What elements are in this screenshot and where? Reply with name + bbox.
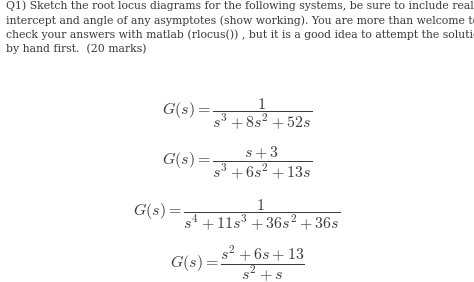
- Text: $G(s) = \dfrac{1}{s^4 + 11s^3 + 36s^2 + 36s}$: $G(s) = \dfrac{1}{s^4 + 11s^3 + 36s^2 + …: [134, 198, 340, 233]
- Text: $G(s) = \dfrac{s^2 + 6s + 13}{s^2 + s}$: $G(s) = \dfrac{s^2 + 6s + 13}{s^2 + s}$: [170, 243, 304, 282]
- Text: $G(s) = \dfrac{s + 3}{s^3 + 6s^2 + 13s}$: $G(s) = \dfrac{s + 3}{s^3 + 6s^2 + 13s}$: [162, 145, 312, 182]
- Text: Q1) Sketch the root locus diagrams for the following systems, be sure to include: Q1) Sketch the root locus diagrams for t…: [6, 1, 474, 54]
- Text: $G(s) = \dfrac{1}{s^3 + 8s^2 + 52s}$: $G(s) = \dfrac{1}{s^3 + 8s^2 + 52s}$: [162, 96, 312, 132]
